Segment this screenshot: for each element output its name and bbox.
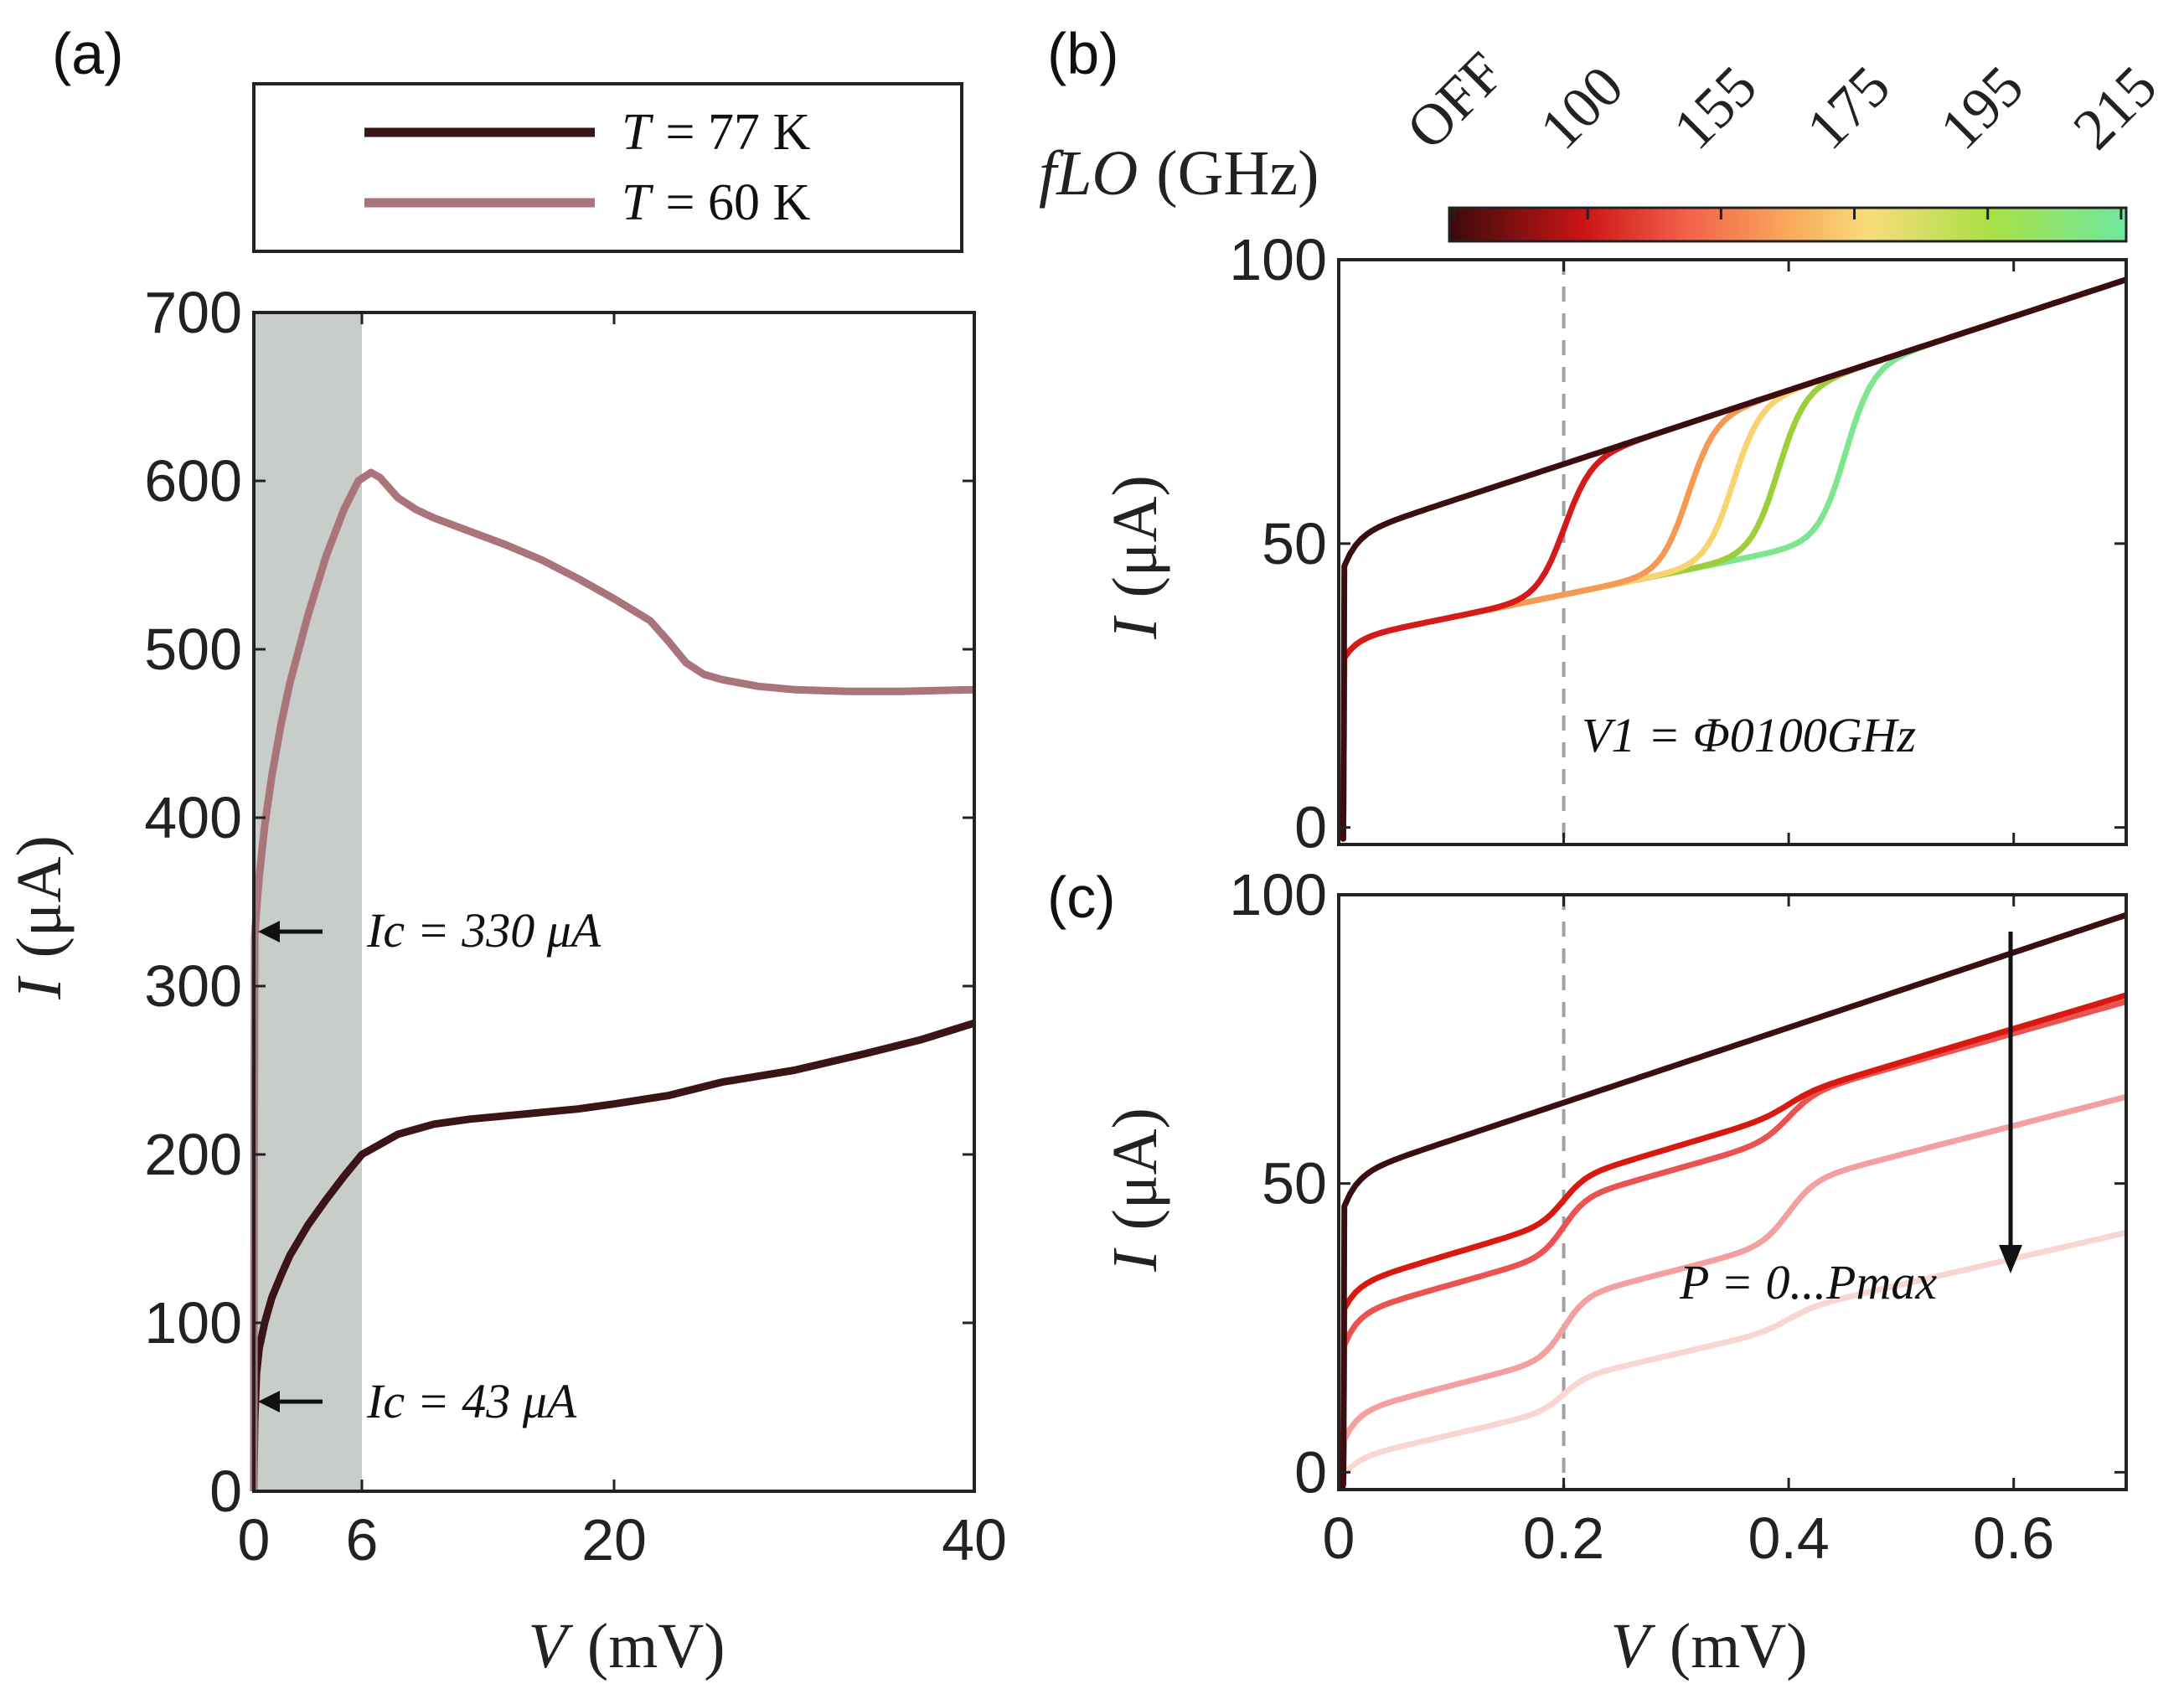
panel-a-xlabel-unit: (mV) xyxy=(587,1611,725,1681)
panel-a-ylabel-unit: (μA) xyxy=(4,835,75,958)
colorbar: OFF 100 155 175 195 215 fLO (GHz) xyxy=(1039,40,2169,241)
colorbar-tick-label-1: 100 xyxy=(1528,54,1636,163)
panel-c-xlabel-var: V xyxy=(1610,1611,1655,1681)
panel-c-xtick-label-1: 0.2 xyxy=(1523,1505,1604,1571)
panel-b-axes: 0 50 100 xyxy=(1229,227,2126,860)
panel-c-xtick-label-2: 0.4 xyxy=(1748,1505,1829,1571)
panel-b-label: (b) xyxy=(1047,21,1119,86)
legend-box xyxy=(254,84,962,251)
panel-a-ytick-label-4: 400 xyxy=(144,785,242,850)
panel-a-xtick-label-2: 20 xyxy=(581,1507,647,1573)
panel-c-ylabel-unit: (μA) xyxy=(1100,1108,1170,1230)
ic43-label: Ic = 43 μA xyxy=(366,1374,577,1428)
colorbar-label: fLO (GHz) xyxy=(1039,138,1319,209)
panel-c-ylabel: I (μA) xyxy=(1100,1108,1170,1273)
legend-text-77k: = 77 K xyxy=(665,104,810,161)
panel-a-ytick-label-3: 300 xyxy=(144,953,242,1019)
ic330-label: Ic = 330 μA xyxy=(366,903,602,958)
panel-a-xtick-label-1: 6 xyxy=(346,1507,379,1573)
colorbar-label-var: fLO xyxy=(1039,138,1138,209)
panel-a-xlabel-var: V xyxy=(528,1611,573,1681)
legend-text-60k: = 60 K xyxy=(665,174,810,231)
panel-a-xtick-label-0: 0 xyxy=(238,1507,271,1573)
panel-b-ylabel: I (μA) xyxy=(1100,475,1170,640)
panel-b-annotation: V1 = Φ0100GHz xyxy=(1582,708,1916,762)
panel-c-frame xyxy=(1339,895,2126,1490)
panel-c-ytick-label-1: 50 xyxy=(1262,1151,1327,1216)
panel-c-label: (c) xyxy=(1047,865,1116,930)
panel-a-ytick-label-5: 500 xyxy=(144,617,242,682)
legend-var-77k: T xyxy=(622,104,654,161)
panel-c-annotation: P = 0...Pmax xyxy=(1679,1255,1937,1309)
legend-entry-77k: T = 77 K xyxy=(622,104,810,161)
panel-c-xtick-label-3: 0.6 xyxy=(1973,1505,2054,1571)
colorbar-tick-label-0: OFF xyxy=(1395,40,1516,162)
panel-b-ylabel-unit: (μA) xyxy=(1100,475,1170,597)
colorbar-ticks: OFF 100 155 175 195 215 xyxy=(1395,40,2170,219)
figure: (a) T = 77 K T = 60 K 01002003004005006007… xyxy=(0,0,2184,1694)
panel-a-ytick-label-7: 700 xyxy=(144,280,242,345)
panel-a-ytick-label-1: 100 xyxy=(144,1290,242,1356)
panel-c-ytick-label-2: 100 xyxy=(1229,862,1327,927)
panel-c-xlabel: V (mV) xyxy=(1610,1611,1807,1681)
panel-c-ytick-label-0: 0 xyxy=(1294,1439,1327,1505)
panel-b-ylabel-var: I xyxy=(1100,615,1170,640)
panel-a-xlabel: V (mV) xyxy=(528,1611,725,1681)
panel-b-ytick-label-2: 100 xyxy=(1229,227,1327,292)
legend-entry-60k: T = 60 K xyxy=(622,174,810,231)
panel-a-legend: T = 77 K T = 60 K xyxy=(254,84,962,251)
panel-a-label: (a) xyxy=(52,21,124,86)
colorbar-tick-label-3: 175 xyxy=(1794,54,1903,163)
colorbar-label-unit: (GHz) xyxy=(1156,138,1319,209)
panel-a-ylabel: I (μA) xyxy=(4,835,75,1000)
panel-c-axes: 0 50 100 0 0.2 0.4 0.6 xyxy=(1229,862,2126,1571)
panel-a-xtick-label-3: 40 xyxy=(942,1507,1007,1573)
panel-c-xlabel-unit: (mV) xyxy=(1670,1611,1808,1681)
panel-c-xtick-label-0: 0 xyxy=(1323,1505,1355,1571)
legend-var-60k: T xyxy=(622,174,654,231)
panel-a-ytick-label-2: 200 xyxy=(144,1122,242,1187)
panel-b-ytick-label-1: 50 xyxy=(1262,511,1327,576)
colorbar-tick-label-5: 215 xyxy=(2062,54,2170,163)
panel-a-ytick-label-6: 600 xyxy=(144,448,242,514)
panel-b-ytick-label-0: 0 xyxy=(1294,795,1327,860)
panel-c-ylabel-var: I xyxy=(1100,1247,1170,1273)
colorbar-tick-label-4: 195 xyxy=(1928,54,2037,163)
colorbar-tick-label-2: 155 xyxy=(1661,54,1769,163)
panel-a: (a) T = 77 K T = 60 K 0 100 200 300 400 500 600 7… xyxy=(4,21,1007,1681)
colorbar-gradient xyxy=(1449,208,2126,241)
panel-a-ylabel-var: I xyxy=(4,975,75,1000)
